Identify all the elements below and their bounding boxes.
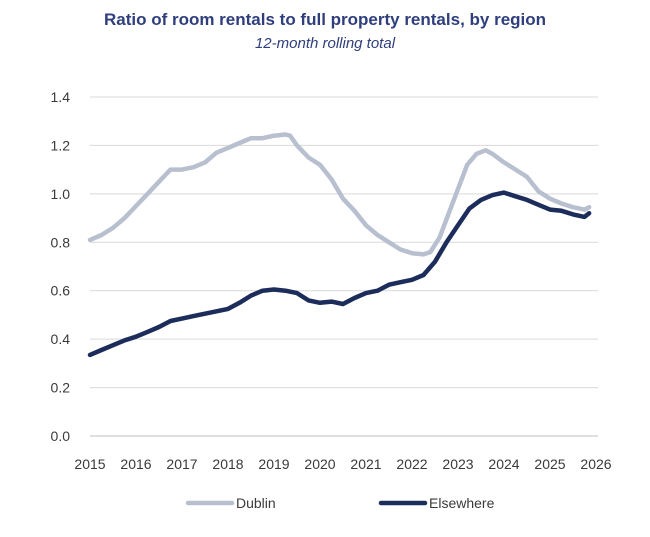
x-tick-label: 2024 bbox=[488, 456, 519, 472]
series-line-dublin bbox=[87, 132, 592, 257]
x-tick-label: 2021 bbox=[350, 456, 381, 472]
y-tick-label: 0.8 bbox=[51, 234, 71, 250]
x-tick-label: 2018 bbox=[212, 456, 243, 472]
chart-subtitle: 12-month rolling total bbox=[254, 35, 396, 52]
x-tick-label: 2022 bbox=[396, 456, 427, 472]
y-tick-label: 0.2 bbox=[51, 380, 71, 396]
y-tick-label: 1.2 bbox=[51, 137, 71, 153]
x-tick-label: 2025 bbox=[534, 456, 565, 472]
x-tick-label: 2017 bbox=[166, 456, 197, 472]
y-axis-ticks: 0.0 0.2 0.4 0.6 0.8 1.0 1.2 1.4 bbox=[51, 89, 71, 444]
x-tick-label: 2023 bbox=[442, 456, 473, 472]
series-line-elsewhere bbox=[87, 190, 592, 358]
grid-lines bbox=[90, 96, 598, 437]
y-tick-label: 0.6 bbox=[51, 283, 71, 299]
legend-label-dublin: Dublin bbox=[236, 495, 276, 511]
chart-title: Ratio of room rentals to full property r… bbox=[103, 10, 547, 29]
x-tick-label: 2019 bbox=[258, 456, 289, 472]
legend: Dublin Elsewhere bbox=[185, 495, 495, 511]
x-tick-label: 2016 bbox=[120, 456, 151, 472]
x-axis-ticks: 2015 2016 2017 2018 2019 2020 2021 2022 2023 2024… bbox=[74, 456, 611, 472]
y-tick-label: 0.0 bbox=[51, 428, 71, 444]
x-tick-label: 2026 bbox=[580, 456, 611, 472]
x-tick-label: 2015 bbox=[74, 456, 105, 472]
series-lines bbox=[87, 132, 592, 358]
y-tick-label: 1.4 bbox=[51, 89, 71, 105]
y-tick-label: 0.4 bbox=[51, 331, 71, 347]
x-tick-label: 2020 bbox=[304, 456, 335, 472]
y-tick-label: 1.0 bbox=[51, 186, 71, 202]
legend-label-elsewhere: Elsewhere bbox=[429, 495, 495, 511]
